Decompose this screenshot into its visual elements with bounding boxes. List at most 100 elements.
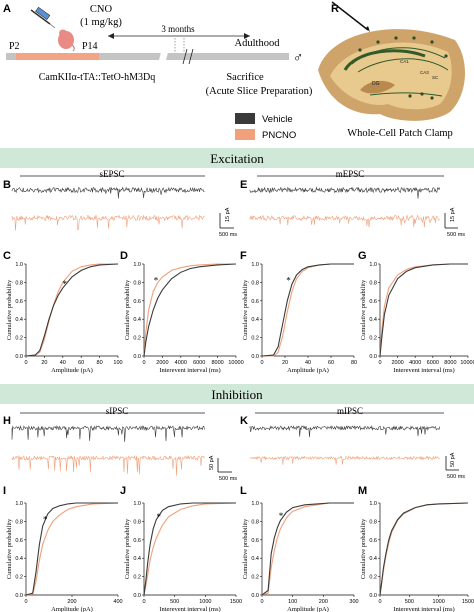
y-tick-label: 0.0 — [251, 354, 259, 360]
y-tick-label: 0.2 — [15, 575, 23, 581]
series-vehicle — [143, 263, 237, 357]
timeline-break — [158, 48, 194, 65]
y-tick-label: 0.0 — [15, 593, 23, 599]
significance-star: * — [154, 276, 159, 286]
y-tick-label: 0.2 — [251, 336, 259, 342]
scale-x-k: 500 ms — [447, 474, 465, 480]
y-tick-label: 0.4 — [15, 556, 23, 562]
series-pncno — [143, 263, 236, 357]
x-tick-label: 1000 — [199, 599, 211, 605]
y-tick-label: 0.2 — [369, 575, 377, 581]
mepsc-label: mEPSC — [336, 169, 365, 179]
x-tick-label: 500 — [170, 599, 179, 605]
series-vehicle — [261, 263, 354, 357]
y-tick-label: 0.8 — [369, 280, 377, 286]
y-tick-label: 0.4 — [133, 317, 141, 323]
x-tick-label: 0 — [142, 360, 145, 366]
significance-star: * — [156, 512, 161, 522]
legend-swatch-vehicle — [235, 113, 255, 124]
x-tick-label: 500 — [405, 599, 414, 605]
scale-y-b: 15 pA — [225, 207, 231, 222]
x-tick-label: 0 — [260, 360, 263, 366]
y-tick-label: 0.6 — [15, 538, 23, 544]
series-vehicle — [143, 502, 236, 596]
x-tick-label: 0 — [24, 599, 27, 605]
chart-i: 0.0 0.2 0.4 0.6 0.8 1.0 0 200 400 Amplitude (pA) C… — [6, 501, 123, 612]
y-tick-label: 0.4 — [369, 317, 377, 323]
x-tick-label: 10000 — [228, 360, 243, 366]
y-tick-label: 0.6 — [133, 299, 141, 305]
trace-sipsc-vehicle — [11, 424, 205, 442]
x-tick-label: 0 — [378, 360, 381, 366]
x-axis-label: Interevent interval (ms) — [393, 367, 454, 374]
x-tick-label: 80 — [351, 360, 357, 366]
y-tick-label: 1.0 — [15, 262, 23, 268]
male-symbol: ♂ — [293, 51, 304, 66]
y-tick-label: 1.0 — [369, 501, 377, 507]
panel-letter-e: E — [240, 179, 247, 191]
x-tick-label: 100 — [113, 360, 122, 366]
panel-letter-i: I — [3, 485, 6, 497]
x-tick-label: 200 — [67, 599, 76, 605]
x-tick-label: 0 — [24, 360, 27, 366]
sepsc-label: sEPSC — [99, 169, 124, 179]
significance-star: * — [286, 276, 291, 286]
scale-bar-h: 50 pA 500 ms — [209, 455, 237, 482]
legend-label-pncno: PNCNO — [262, 130, 296, 141]
y-tick-label: 0.4 — [133, 556, 141, 562]
series-pncno — [25, 263, 118, 357]
y-axis-label: Cumulative probability — [242, 279, 249, 340]
p14-label: P14 — [82, 41, 98, 52]
excitation-title: Excitation — [210, 151, 264, 166]
series-vehicle — [25, 263, 119, 357]
y-tick-label: 0.6 — [15, 299, 23, 305]
panel-letter-l: L — [240, 485, 247, 497]
x-tick-label: 400 — [113, 599, 122, 605]
cumulative-charts: 0.00.20.40.60.81.00 20 40 60 80 100Amplitude … — [6, 262, 474, 612]
x-tick-label: 20 — [282, 360, 288, 366]
excitation-banner — [0, 148, 474, 168]
panel-letter-c: C — [3, 250, 11, 262]
y-axis-label: Cumulative probability — [124, 518, 131, 579]
y-axis-label: Cumulative probability — [360, 279, 367, 340]
y-tick-label: 0.2 — [369, 336, 377, 342]
series-vehicle — [379, 263, 468, 357]
patch-clamp-caption: Whole-Cell Patch Clamp — [347, 128, 453, 139]
y-tick-label: 0.2 — [133, 336, 141, 342]
y-tick-label: 0.0 — [15, 354, 23, 360]
mouse-pup-icon — [58, 29, 75, 52]
x-tick-label: 8000 — [444, 360, 456, 366]
y-tick-label: 1.0 — [251, 501, 259, 507]
y-tick-label: 0.0 — [133, 354, 141, 360]
y-tick-label: 1.0 — [369, 262, 377, 268]
inhibition-title: Inhibition — [211, 387, 263, 402]
x-axis-label: Interevent interval (ms) — [159, 367, 220, 374]
x-tick-label: 60 — [328, 360, 334, 366]
scale-bar-b: 15 pA 500 ms — [219, 207, 237, 238]
panel-letter-h: H — [3, 415, 11, 427]
y-tick-label: 0.6 — [369, 538, 377, 544]
x-tick-label: 4000 — [409, 360, 421, 366]
chart-j: 0.0 0.2 0.4 0.6 0.8 1.0 0 500 1000 1500 Interevent… — [124, 501, 242, 612]
adulthood-label: Adulthood — [235, 38, 281, 49]
mipsc-label: mIPSC — [337, 406, 363, 416]
panel-a: A CNO (1 mg/kg) 3 months — [3, 3, 313, 97]
hippocampus-slice-illustration: CA1 CA3 DG SC — [318, 1, 466, 121]
excitation-traces — [11, 186, 440, 231]
x-tick-label: 40 — [305, 360, 311, 366]
y-tick-label: 0.8 — [133, 519, 141, 525]
series-pncno — [379, 263, 468, 357]
x-tick-label: 2000 — [391, 360, 403, 366]
x-tick-label: 6000 — [193, 360, 205, 366]
x-tick-label: 10000 — [460, 360, 474, 366]
panel-letter-b: B — [3, 179, 11, 191]
y-axis-label: Cumulative probability — [6, 279, 13, 340]
y-axis-label: Cumulative probability — [6, 518, 13, 579]
chart-d: 0.0 0.2 0.4 0.6 0.8 1.0 0 2000 4000 6000 8000 10000… — [124, 262, 244, 374]
chart-l: 0.0 0.2 0.4 0.6 0.8 1.0 0 100 200 300 Amplitude (p… — [242, 501, 359, 612]
inhibition-banner — [0, 384, 474, 404]
y-axis-label: Cumulative probability — [242, 518, 249, 579]
x-axis-label: Interevent interval (ms) — [393, 606, 454, 612]
y-tick-label: 0.8 — [133, 280, 141, 286]
